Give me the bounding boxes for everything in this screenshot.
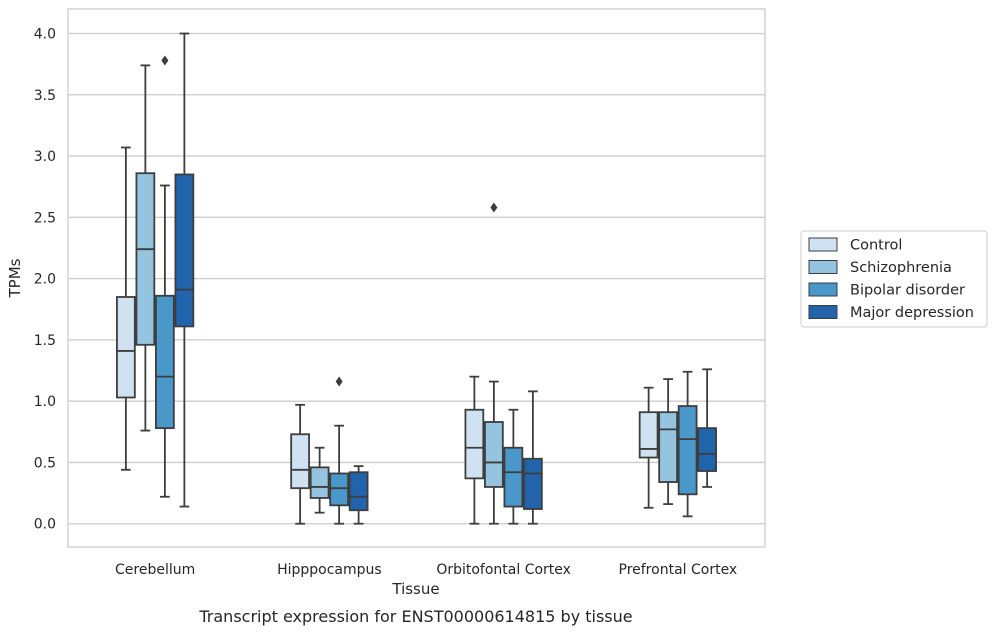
y-tick-label: 0.0: [34, 517, 56, 533]
box: [484, 202, 504, 525]
legend-frame: [800, 230, 988, 328]
box: [329, 376, 349, 525]
box-iqr: [135, 172, 156, 346]
legend-label: Bipolar disorder: [850, 283, 965, 299]
legend-label: Major depression: [850, 305, 974, 321]
y-tick-label: 1.5: [34, 333, 56, 349]
legend: Control Schizophrenia Bipolar disorder Majo…: [800, 230, 988, 328]
box: [697, 368, 717, 488]
box-iqr: [503, 446, 524, 508]
box: [290, 403, 310, 525]
box-iqr: [638, 411, 659, 459]
outlier-point: [335, 376, 343, 387]
y-axis-ticks: 0.0 0.5 1.0 1.5 2.0 2.5 3.0 3.5 4.0: [34, 27, 56, 533]
y-tick-label: 0.5: [34, 455, 56, 471]
box-iqr: [329, 472, 349, 507]
y-tick-label: 2.0: [34, 272, 56, 288]
box-iqr: [523, 457, 543, 510]
box-iqr: [116, 296, 136, 399]
legend-swatch: [808, 305, 838, 319]
legend-swatch: [808, 260, 838, 274]
box-iqr: [348, 471, 369, 512]
y-tick-label: 4.0: [34, 27, 56, 43]
box-iqr: [484, 421, 504, 488]
box-iqr: [174, 173, 195, 328]
y-tick-label: 1.0: [34, 394, 56, 410]
box: [658, 378, 678, 506]
box: [464, 375, 485, 525]
box: [155, 55, 175, 498]
box: [638, 386, 659, 509]
box: [523, 390, 543, 525]
plot-frame: [67, 8, 766, 548]
outlier-point: [161, 55, 169, 66]
y-axis-label: TPMs: [6, 258, 24, 298]
box-iqr: [697, 427, 717, 472]
chart-caption: Transcript expression for ENST0000061481…: [198, 607, 632, 626]
legend-label: Control: [850, 238, 902, 254]
y-tick-label: 3.0: [34, 149, 56, 165]
x-axis-label: Tissue: [391, 580, 439, 598]
x-tick-label: Prefrontal Cortex: [619, 562, 738, 578]
box-iqr: [464, 408, 485, 480]
y-tick-label: 2.5: [34, 210, 56, 226]
outlier-point: [490, 202, 498, 213]
box: [348, 465, 369, 525]
legend-swatch: [808, 282, 838, 297]
x-tick-label: Hipppocampus: [277, 562, 382, 578]
box: [174, 32, 195, 508]
box-iqr: [155, 294, 175, 430]
y-tick-label: 3.5: [34, 88, 56, 104]
legend-swatch: [808, 237, 838, 252]
box-iqr: [658, 411, 678, 483]
box-series: [116, 32, 717, 525]
box-iqr: [309, 466, 330, 499]
x-tick-label: Orbitofontal Cortex: [436, 562, 571, 578]
box: [503, 408, 524, 525]
box: [677, 370, 698, 518]
x-axis-ticks: Cerebellum Hipppocampus Orbitofontal Corte…: [115, 562, 737, 578]
box: [309, 446, 330, 514]
box-iqr: [290, 433, 310, 490]
x-tick-label: Cerebellum: [115, 562, 195, 578]
box-iqr: [677, 405, 698, 496]
box: [135, 64, 156, 432]
legend-label: Schizophrenia: [850, 260, 952, 276]
box: [116, 146, 136, 471]
